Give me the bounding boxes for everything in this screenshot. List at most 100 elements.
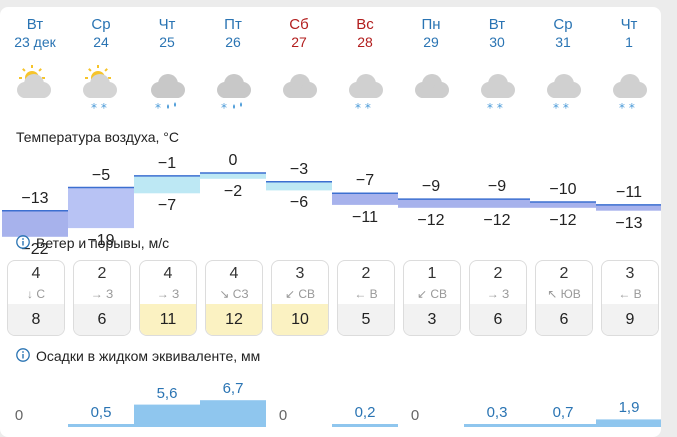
- temperature-chart: [2, 172, 661, 237]
- precipitation-label: 0,7: [552, 404, 574, 421]
- day-date: 1: [625, 34, 633, 50]
- wind-gust: 8: [8, 304, 64, 335]
- day-name: Вс: [356, 16, 374, 33]
- wind-speed: 2: [97, 265, 107, 282]
- wind-card[interactable]: 1 ↙ СВ 3: [403, 260, 461, 336]
- wind-speed: 1: [427, 265, 437, 282]
- wind-card[interactable]: 2 → З 6: [73, 260, 131, 336]
- wind-card[interactable]: 2 → З 6: [469, 260, 527, 336]
- wind-speed: 2: [361, 265, 371, 282]
- wind-card[interactable]: 4 ↓ С 8: [7, 260, 65, 336]
- day-date: 29: [423, 34, 439, 50]
- wind-gust: 12: [206, 304, 262, 335]
- temperature-title: Температура воздуха, °C: [16, 129, 179, 145]
- cloud-icon: [275, 62, 323, 121]
- temp-max-label: −5: [91, 166, 111, 184]
- day-name: Вт: [488, 16, 506, 33]
- precipitation-label: 5,6: [156, 384, 178, 402]
- temp-min-label: −12: [549, 211, 577, 229]
- wind-speed: 4: [229, 265, 239, 282]
- wind-card[interactable]: 4 ↘ СЗ 12: [205, 260, 263, 336]
- precipitation-label: 0,5: [90, 404, 112, 421]
- cloud-snow-icon: * *: [473, 62, 521, 121]
- wind-card[interactable]: 4 → З 11: [139, 260, 197, 336]
- wind-direction: ↙ СВ: [284, 287, 316, 301]
- wind-direction: ← В: [354, 287, 378, 301]
- temperature-bar: [134, 175, 200, 194]
- day-name: Вт: [26, 16, 44, 33]
- day-date: 26: [225, 34, 241, 50]
- wind-card[interactable]: 3 ← В 9: [601, 260, 659, 336]
- wind-gust: 10: [272, 304, 328, 335]
- day-date: 24: [93, 34, 109, 50]
- temp-min-label: −7: [157, 197, 177, 215]
- wind-gust: 5: [338, 304, 394, 335]
- temp-min-label: −12: [417, 211, 445, 229]
- day-date: 23 дек: [14, 34, 56, 50]
- precipitation-bar: [596, 419, 661, 427]
- precipitation-label: 1,9: [618, 399, 640, 417]
- day-date: 28: [357, 34, 373, 50]
- wind-title: Ветер и порывы, м/с: [36, 235, 170, 251]
- day-date: 27: [291, 34, 307, 50]
- day-date: 31: [555, 34, 571, 50]
- temperature-bar: [464, 199, 530, 208]
- day-date: 25: [159, 34, 175, 50]
- day-name: Чт: [158, 16, 176, 33]
- svg-text:* *: * *: [619, 101, 635, 115]
- wind-direction: ↖ ЮВ: [547, 287, 581, 301]
- cloud-sleet-icon: *: [209, 62, 257, 121]
- temp-max-label: −10: [549, 181, 577, 198]
- wind-gust: 6: [470, 304, 526, 335]
- temp-min-label: −2: [223, 182, 243, 200]
- day-name: Сб: [289, 16, 309, 33]
- temperature-bar: [200, 173, 266, 179]
- wind-direction: ↓ С: [27, 287, 45, 301]
- temp-max-label: −3: [289, 160, 309, 178]
- precipitation-label: 6,7: [222, 380, 244, 398]
- wind-speed: 2: [559, 265, 569, 282]
- wind-card[interactable]: 3 ↙ СВ 10: [271, 260, 329, 336]
- temperature-bar: [68, 187, 134, 229]
- svg-text:* *: * *: [487, 101, 503, 115]
- day-name: Ср: [553, 16, 573, 33]
- cloud-sleet-icon: *: [143, 62, 191, 121]
- info-icon[interactable]: [16, 235, 30, 249]
- temperature-bar: [596, 204, 661, 211]
- precipitation-label: 0,2: [354, 404, 376, 421]
- svg-text:*: *: [155, 101, 161, 115]
- wind-speed: 3: [295, 265, 305, 282]
- sun-cloud-icon: [11, 62, 59, 121]
- precipitation-bar: [200, 400, 266, 427]
- wind-card[interactable]: 2 ↖ ЮВ 6: [535, 260, 593, 336]
- wind-direction: → З: [486, 287, 510, 301]
- wind-gust: 6: [536, 304, 592, 335]
- precipitation-label: 0: [278, 407, 288, 424]
- temp-min-label: −11: [352, 208, 378, 226]
- precipitation-bar: [134, 404, 200, 427]
- temperature-bar: [332, 193, 398, 205]
- svg-text:* *: * *: [91, 101, 107, 115]
- temp-min-label: −6: [289, 194, 309, 212]
- temp-max-label: 0: [228, 152, 238, 169]
- day-name: Ср: [91, 16, 111, 33]
- wind-gust: 11: [140, 304, 196, 335]
- svg-text:* *: * *: [553, 101, 569, 115]
- precipitation-chart: [68, 400, 661, 427]
- cloud-icon: [407, 62, 455, 121]
- sun-cloud-snow-icon: * *: [77, 62, 125, 121]
- day-name: Чт: [620, 16, 638, 33]
- wind-speed: 4: [31, 265, 41, 282]
- wind-card[interactable]: 2 ← В 5: [337, 260, 395, 336]
- info-icon[interactable]: [16, 348, 30, 362]
- temperature-bar: [2, 210, 68, 237]
- wind-speed: 2: [493, 265, 503, 282]
- cloud-snow-icon: * *: [539, 62, 587, 121]
- day-date: 30: [489, 34, 505, 50]
- cloud-snow-icon: * *: [341, 62, 389, 121]
- wind-speed: 4: [163, 265, 173, 282]
- temp-max-label: −13: [21, 189, 49, 207]
- temp-max-label: −7: [355, 172, 375, 190]
- precipitation-label: 0: [410, 407, 420, 424]
- precipitation-label: 0,3: [486, 404, 508, 421]
